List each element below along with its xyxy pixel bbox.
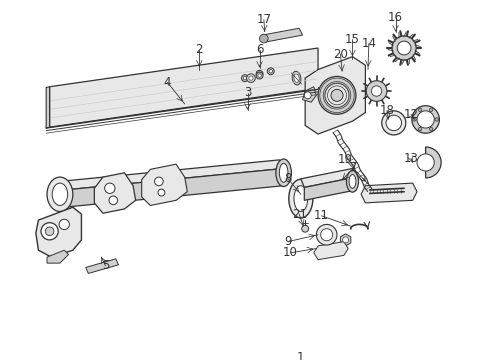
Circle shape — [268, 69, 272, 73]
Polygon shape — [302, 87, 316, 102]
Circle shape — [416, 111, 433, 128]
Circle shape — [342, 237, 348, 243]
Circle shape — [267, 68, 274, 75]
Circle shape — [330, 89, 342, 102]
Circle shape — [45, 227, 54, 235]
Polygon shape — [340, 234, 350, 246]
Ellipse shape — [275, 159, 291, 186]
Circle shape — [396, 41, 410, 55]
Circle shape — [317, 76, 355, 114]
Circle shape — [301, 225, 308, 232]
Circle shape — [417, 127, 421, 131]
Circle shape — [257, 74, 261, 77]
Circle shape — [320, 229, 332, 241]
Circle shape — [385, 115, 401, 131]
Ellipse shape — [52, 183, 67, 206]
Circle shape — [241, 75, 248, 82]
Text: 1: 1 — [297, 351, 304, 360]
Circle shape — [371, 86, 381, 96]
Text: 18: 18 — [379, 104, 393, 117]
Polygon shape — [313, 242, 347, 260]
Circle shape — [59, 219, 69, 230]
Polygon shape — [36, 207, 81, 257]
Polygon shape — [262, 28, 302, 42]
Circle shape — [257, 72, 261, 76]
Circle shape — [316, 224, 336, 245]
Text: 14: 14 — [361, 37, 376, 50]
Circle shape — [104, 183, 115, 193]
Polygon shape — [304, 177, 355, 200]
Text: 15: 15 — [345, 33, 359, 46]
Circle shape — [412, 118, 415, 121]
Circle shape — [428, 127, 432, 131]
Text: 10: 10 — [283, 246, 297, 259]
Polygon shape — [300, 168, 355, 188]
Ellipse shape — [348, 175, 355, 188]
Polygon shape — [47, 250, 68, 263]
Wedge shape — [425, 147, 440, 178]
Ellipse shape — [293, 74, 299, 82]
Circle shape — [154, 177, 163, 186]
Text: 8: 8 — [284, 172, 291, 185]
Ellipse shape — [346, 171, 358, 192]
Text: 12: 12 — [403, 108, 418, 121]
Circle shape — [248, 76, 253, 80]
Text: 6: 6 — [255, 43, 263, 56]
Circle shape — [41, 223, 58, 240]
Circle shape — [109, 196, 117, 204]
Text: 17: 17 — [256, 13, 271, 26]
Text: 21: 21 — [291, 208, 306, 221]
Circle shape — [158, 189, 164, 196]
Ellipse shape — [47, 177, 73, 212]
Text: 11: 11 — [313, 209, 328, 222]
Ellipse shape — [291, 71, 300, 85]
Polygon shape — [46, 87, 49, 128]
Ellipse shape — [293, 186, 307, 212]
Text: 16: 16 — [387, 12, 402, 24]
Polygon shape — [305, 57, 365, 134]
Text: 4: 4 — [163, 76, 171, 89]
Text: 7: 7 — [350, 161, 357, 174]
Polygon shape — [64, 168, 283, 207]
Polygon shape — [85, 259, 118, 274]
Text: 2: 2 — [195, 43, 203, 56]
Circle shape — [256, 72, 263, 79]
Polygon shape — [49, 48, 317, 127]
Circle shape — [428, 108, 432, 112]
Text: 5: 5 — [102, 259, 109, 272]
Circle shape — [259, 34, 267, 43]
Circle shape — [434, 118, 438, 121]
Circle shape — [256, 71, 263, 77]
Polygon shape — [142, 164, 187, 206]
Text: 20: 20 — [332, 48, 347, 60]
Circle shape — [411, 106, 439, 133]
Text: 3: 3 — [244, 86, 251, 99]
Ellipse shape — [279, 163, 287, 182]
Polygon shape — [360, 183, 416, 203]
Polygon shape — [94, 173, 135, 213]
Circle shape — [366, 81, 386, 102]
Text: 19: 19 — [337, 153, 352, 166]
Circle shape — [304, 92, 310, 99]
Circle shape — [391, 36, 415, 60]
Circle shape — [381, 111, 405, 135]
Circle shape — [416, 154, 433, 171]
Circle shape — [246, 74, 255, 82]
Circle shape — [243, 76, 246, 80]
Text: 9: 9 — [284, 235, 291, 248]
Polygon shape — [60, 160, 283, 190]
Circle shape — [325, 83, 348, 107]
Ellipse shape — [288, 179, 312, 218]
Text: 13: 13 — [403, 152, 418, 165]
Circle shape — [417, 108, 421, 112]
